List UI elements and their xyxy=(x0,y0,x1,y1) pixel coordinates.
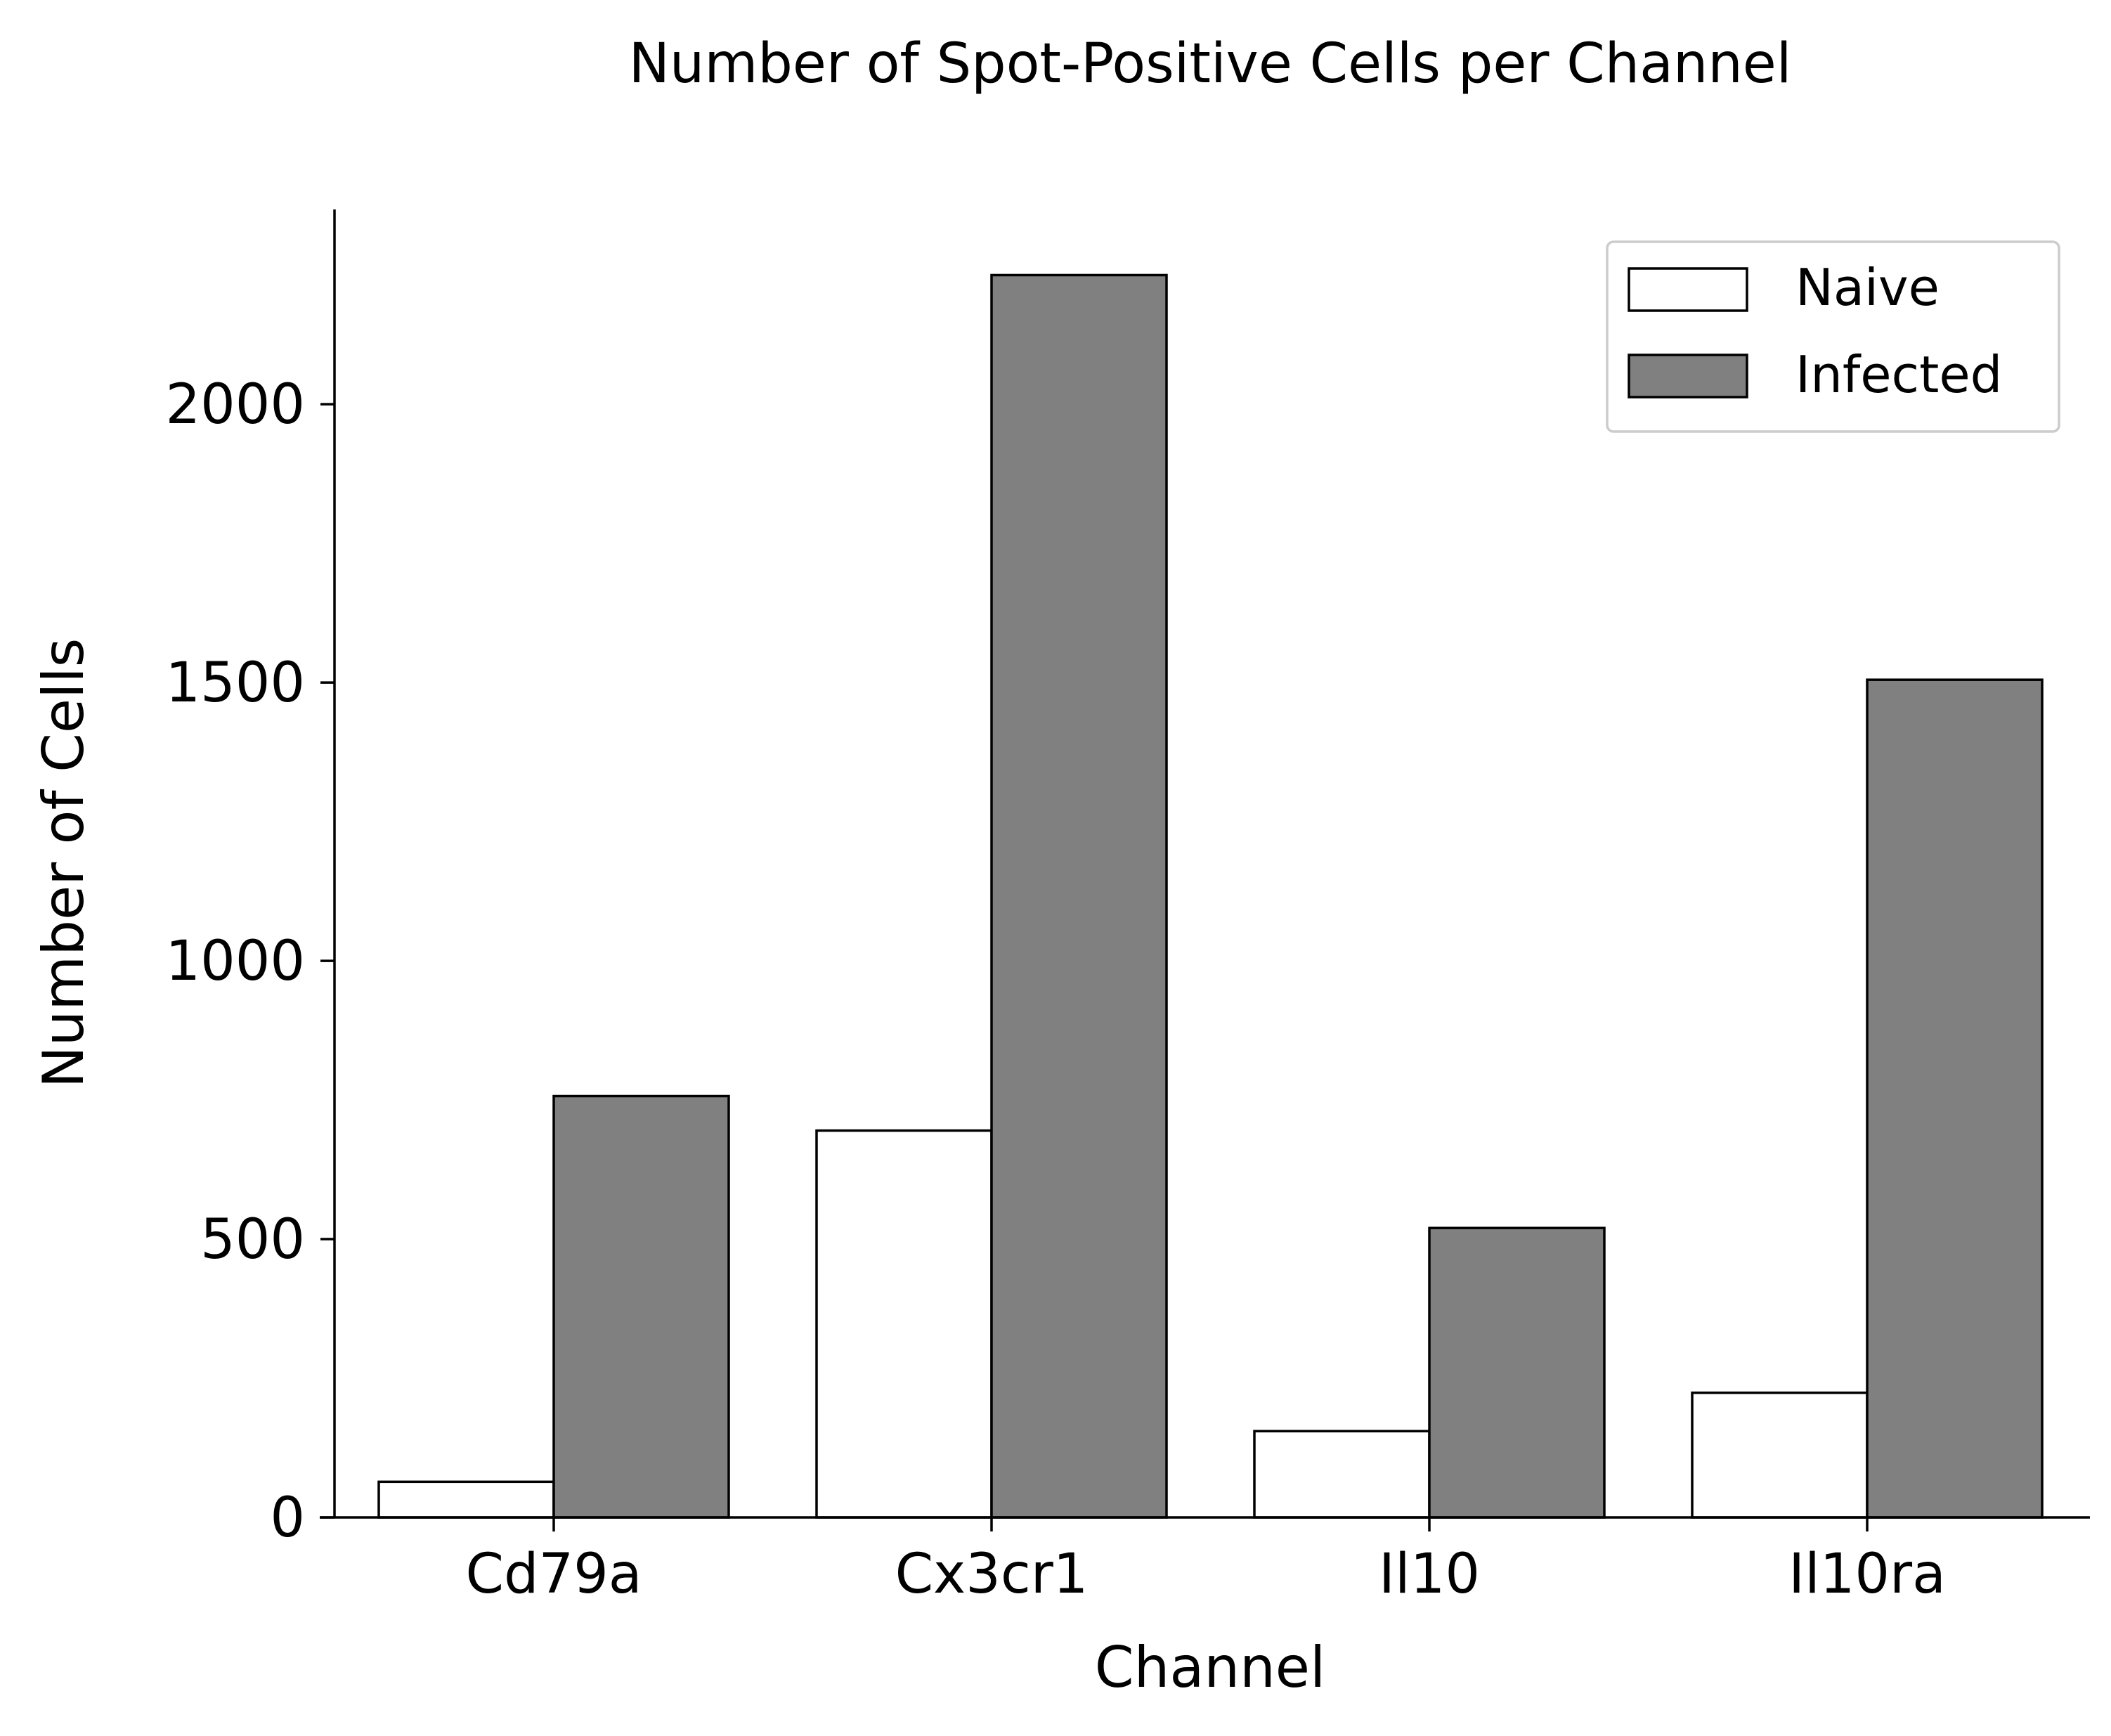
x-tick-label-il10ra: Il10ra xyxy=(1788,1543,1946,1606)
legend-swatch-infected xyxy=(1628,354,1748,399)
bar-naive-il10ra xyxy=(1691,1391,1869,1519)
legend: Naive Infected xyxy=(1606,240,2060,433)
bar-infected-il10 xyxy=(1428,1226,1606,1519)
x-tick-label-il10: Il10 xyxy=(1379,1543,1480,1606)
legend-swatch-naive xyxy=(1628,267,1748,312)
bar-naive-cd79a xyxy=(377,1480,555,1519)
bar-infected-il10ra xyxy=(1866,678,2044,1519)
y-tick-label-2000: 2000 xyxy=(165,373,305,436)
y-tick-label-0: 0 xyxy=(270,1486,305,1550)
y-axis-label: Number of Cells xyxy=(31,638,96,1089)
x-ticks: Cd79a Cx3cr1 Il10 Il10ra xyxy=(465,1517,1946,1606)
x-tick-label-cd79a: Cd79a xyxy=(465,1543,642,1606)
x-axis-label: Channel xyxy=(1095,1635,1325,1700)
y-ticks: 0 500 1000 1500 2000 xyxy=(165,373,334,1550)
legend-label-naive: Naive xyxy=(1795,258,1940,317)
bar-infected-cd79a xyxy=(552,1094,730,1519)
y-tick-label-500: 500 xyxy=(200,1208,305,1271)
x-tick-label-cx3cr1: Cx3cr1 xyxy=(895,1543,1089,1606)
bar-naive-il10 xyxy=(1253,1430,1431,1519)
legend-label-infected: Infected xyxy=(1795,345,2002,404)
bar-naive-cx3cr1 xyxy=(815,1129,993,1519)
y-tick-label-1000: 1000 xyxy=(165,930,305,993)
bar-infected-cx3cr1 xyxy=(990,273,1168,1519)
chart-title: Number of Spot-Positive Cells per Channe… xyxy=(629,32,1792,96)
y-tick-label-1500: 1500 xyxy=(165,652,305,715)
bars-layer xyxy=(377,273,2044,1519)
